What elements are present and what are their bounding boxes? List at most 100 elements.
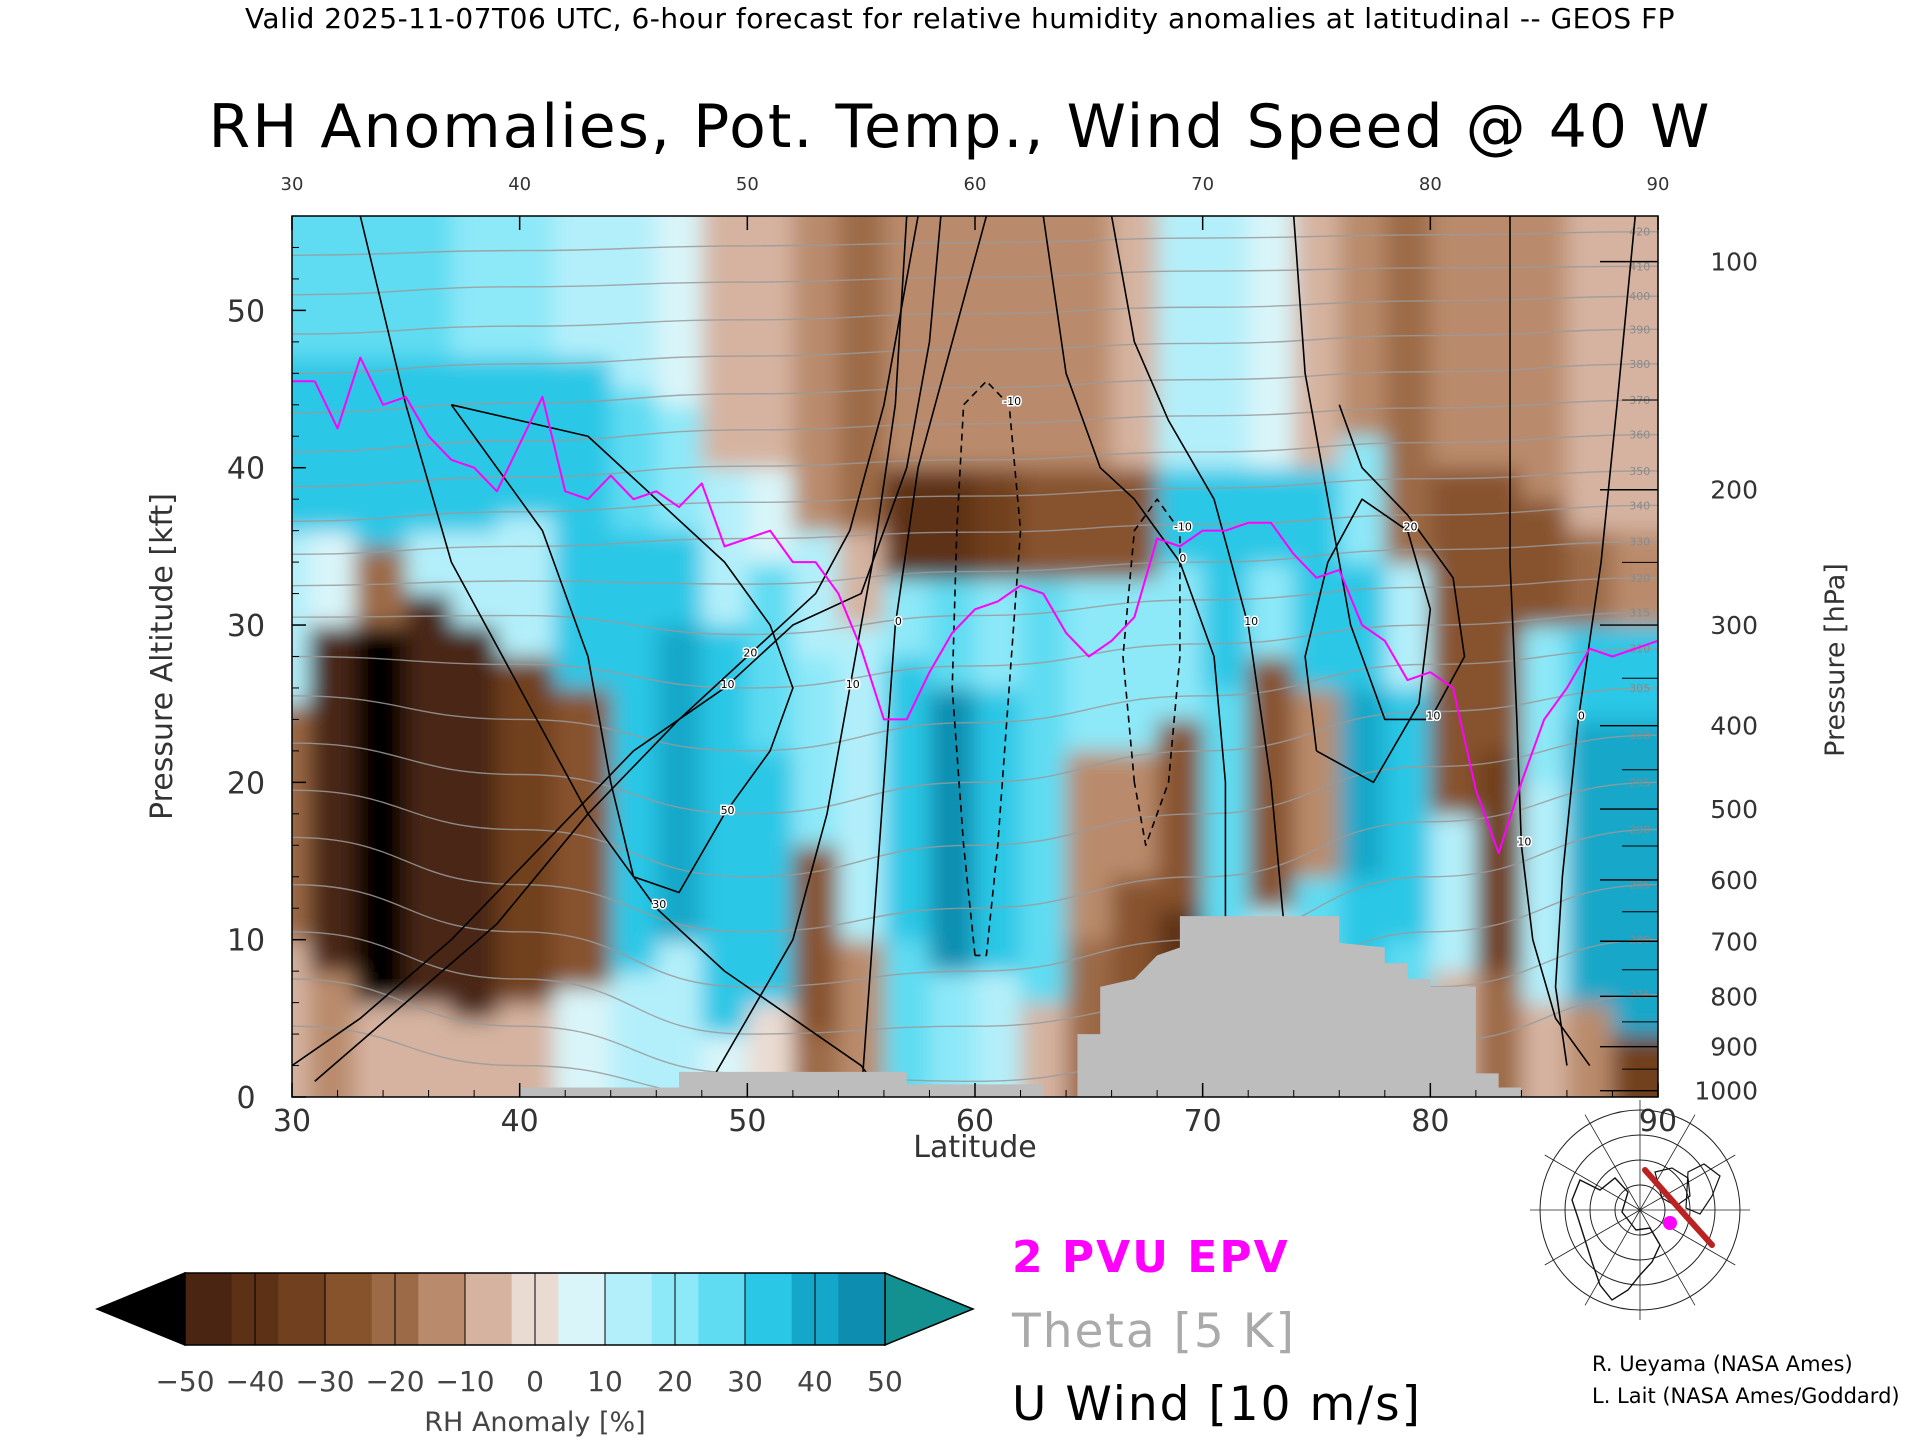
theta-contour-label: 320 [1629,572,1650,585]
theta-contour-line [292,577,1658,636]
rh-anomaly-cell [1020,577,1068,847]
wind-contour-line [1554,216,1637,1066]
rh-anomaly-cell [1475,750,1523,973]
wind-contour-label: 10 [846,678,860,691]
colorbar-segment [605,1273,653,1345]
rh-anomaly-cell [929,971,976,1097]
rh-anomaly-cell [1612,719,1658,1036]
x-tick-label: 60 [956,1104,994,1139]
rh-anomaly-cell [656,216,703,406]
cross-section-track [1642,1167,1715,1248]
legend-entry: 2 PVU EPV [1012,1232,1290,1283]
theta-contour-line [292,433,1658,488]
y-tick-label: 30 [227,609,265,644]
rh-anomaly-cell [1339,216,1386,438]
rh-anomaly-cell [1521,216,1568,501]
colorbar-segment [325,1273,373,1345]
rh-anomaly-cell [1111,750,1159,878]
legend: 2 PVU EPV Theta [5 K] U Wind [10 m/s] [1011,1232,1420,1432]
location-marker [1663,1216,1677,1230]
theta-contour-line [292,470,1658,522]
theta-contour-label: 340 [1629,499,1650,512]
rh-anomaly-cell [701,782,749,1036]
rh-anomaly-cell [1020,1002,1068,1097]
rh-anomaly-cell [929,467,976,579]
pressure-tick-label: 1000 [1694,1077,1758,1106]
rh-anomaly-cell [747,562,794,752]
rh-anomaly-cell [354,357,407,548]
colorbar-segment [558,1273,606,1345]
pressure-tick-label: 600 [1710,866,1758,895]
wind-contour-label: 20 [743,647,757,660]
y-tick-label: 50 [227,294,265,329]
rh-anomaly-cell [1157,216,1204,469]
meridian-line [1584,1209,1641,1306]
rh-anomaly-cell [1612,1034,1658,1097]
rh-anomaly-cell [656,939,703,1097]
rh-anomaly-cell [1020,845,1068,1004]
wind-contour-label: 10 [1517,835,1531,848]
pv2-line [292,356,1658,855]
theta-contour-label: 275 [1629,989,1650,1002]
rh-anomaly-cell [975,216,1022,469]
theta-contour-label: 330 [1629,536,1650,549]
theta-contour-line [292,828,1658,988]
rh-anomaly-cell [1202,467,1250,564]
meridian-line [1639,1209,1696,1306]
theta-contour-line [292,687,1658,815]
colorbar-label: RH Anomaly [%] [424,1407,645,1438]
theta-contour-label: 280 [1629,934,1650,947]
colorbar-tick-label: 40 [797,1365,833,1398]
rh-anomaly-cell [553,357,612,532]
rh-anomaly-field [292,216,1658,1097]
rh-anomaly-cell [553,687,612,988]
rh-anomaly-cell [354,1002,407,1097]
wind-contour-label: 0 [1179,552,1186,565]
wind-contour-line [701,216,908,1097]
rh-anomaly-cell [1202,216,1250,469]
theta-contour-line [292,328,1658,375]
theta-contour-label: 315 [1629,606,1650,619]
rh-anomaly-cell [1475,467,1523,595]
x-tick-label: 40 [501,1104,539,1139]
theta-contour-line [292,295,1658,335]
plot-area: 4204104003903803703603503403303203153103… [292,216,1658,1097]
x-tick-label: 50 [728,1104,766,1139]
colorbar-segment [278,1273,326,1345]
wind-contours: 30 50 10 20 10 0 -10 -10 0 10 10 20 10 0 [292,216,1637,1097]
wind-contour-line [951,380,1022,957]
theta-contour-line [292,265,1658,296]
rh-anomaly-cell [553,986,612,1097]
rh-anomaly-cell [1111,216,1159,469]
rh-anomaly-cell [792,845,840,1036]
rh-anomaly-cell [1521,782,1568,1004]
rh-anomaly-cell [883,939,931,1097]
rh-anomaly-cell [838,939,885,1097]
rh-anomaly-cell [496,357,555,516]
pressure-tick-label: 200 [1710,476,1758,505]
rh-anomaly-cell [451,530,498,627]
rh-anomaly-cell [1475,971,1523,1097]
colorbar-tick-label: 20 [657,1365,693,1398]
pressure-tick-label: 900 [1710,1033,1758,1062]
colorbar-segment [418,1273,466,1345]
theta-contour-label: 305 [1629,682,1650,695]
theta-contour-line [292,611,1658,689]
x-tick-label: 80 [1411,1104,1449,1139]
rh-anomaly-cell [1339,687,1386,878]
pressure-tick-label: 300 [1710,611,1758,640]
credit-line-1: R. Ueyama (NASA Ames) [1592,1352,1853,1376]
wind-contour-line [314,216,919,1082]
colorbar-segment [698,1273,746,1345]
axes: 3030404050506060707080809090010203040501… [145,174,1851,1165]
colorbar-segment [185,1273,233,1345]
theta-contour-line [292,504,1658,555]
wind-contour-line [1122,498,1181,847]
rh-anomaly-cell [883,467,931,579]
wind-contour-label: 30 [652,898,666,911]
rh-anomaly-cell [838,625,885,941]
rh-anomaly-cell [792,216,840,532]
rh-anomaly-cell [553,530,612,689]
